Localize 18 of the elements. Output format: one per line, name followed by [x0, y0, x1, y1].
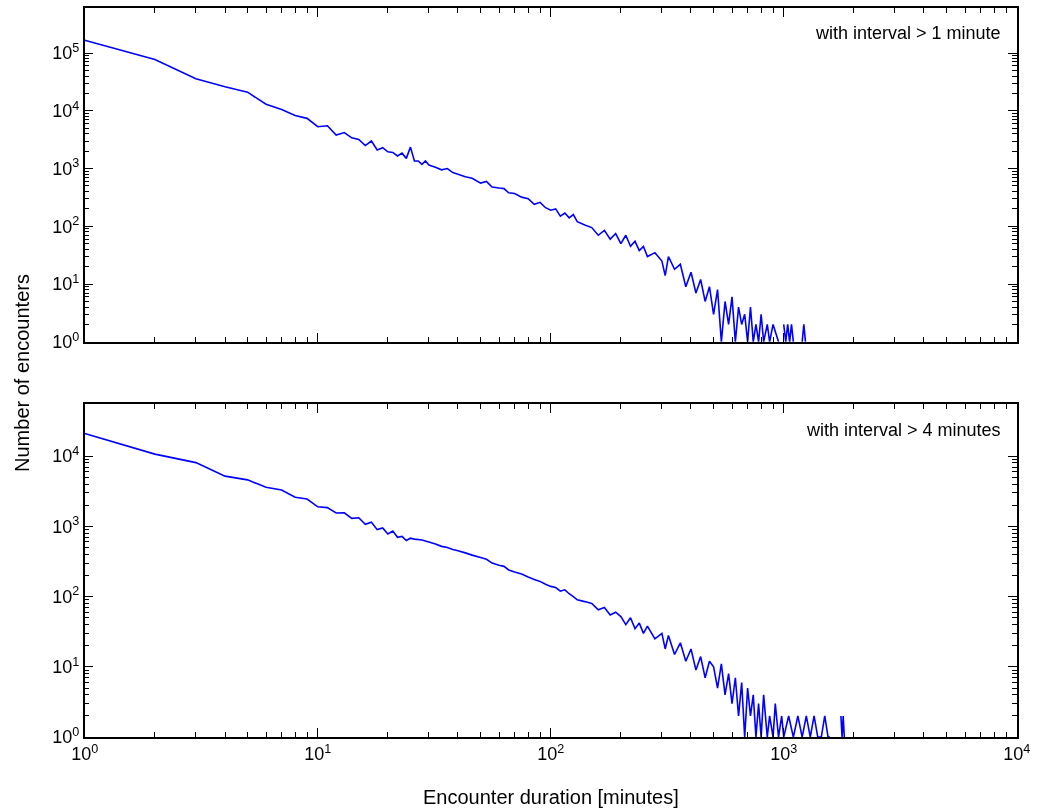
x-tick-label: 10$^{1}$ — [304, 741, 332, 765]
y-axis-title: Number of encounters — [10, 274, 33, 472]
y-tick-label: 10$^{1}$ — [52, 271, 80, 295]
x-axis-title: Encounter duration [minutes] — [423, 786, 679, 808]
x-tick-label: 10$^{4}$ — [1003, 741, 1031, 765]
x-tick-label: 10$^{3}$ — [770, 741, 798, 765]
annotation: with interval > 1 minute — [815, 23, 1001, 43]
y-tick-label: 10$^{2}$ — [52, 214, 80, 237]
y-tick-label: 10$^{3}$ — [52, 514, 80, 537]
y-tick-label: 10$^{0}$ — [52, 329, 80, 353]
y-tick-label: 10$^{4}$ — [52, 443, 80, 467]
y-tick-label: 10$^{5}$ — [52, 40, 80, 64]
y-tick-label: 10$^{2}$ — [52, 584, 80, 607]
y-tick-label: 10$^{3}$ — [52, 156, 80, 179]
y-tick-label: 10$^{1}$ — [52, 654, 80, 678]
annotation: with interval > 4 minutes — [806, 420, 1001, 440]
x-tick-label: 10$^{2}$ — [537, 741, 565, 765]
y-tick-label: 10$^{4}$ — [52, 98, 80, 122]
